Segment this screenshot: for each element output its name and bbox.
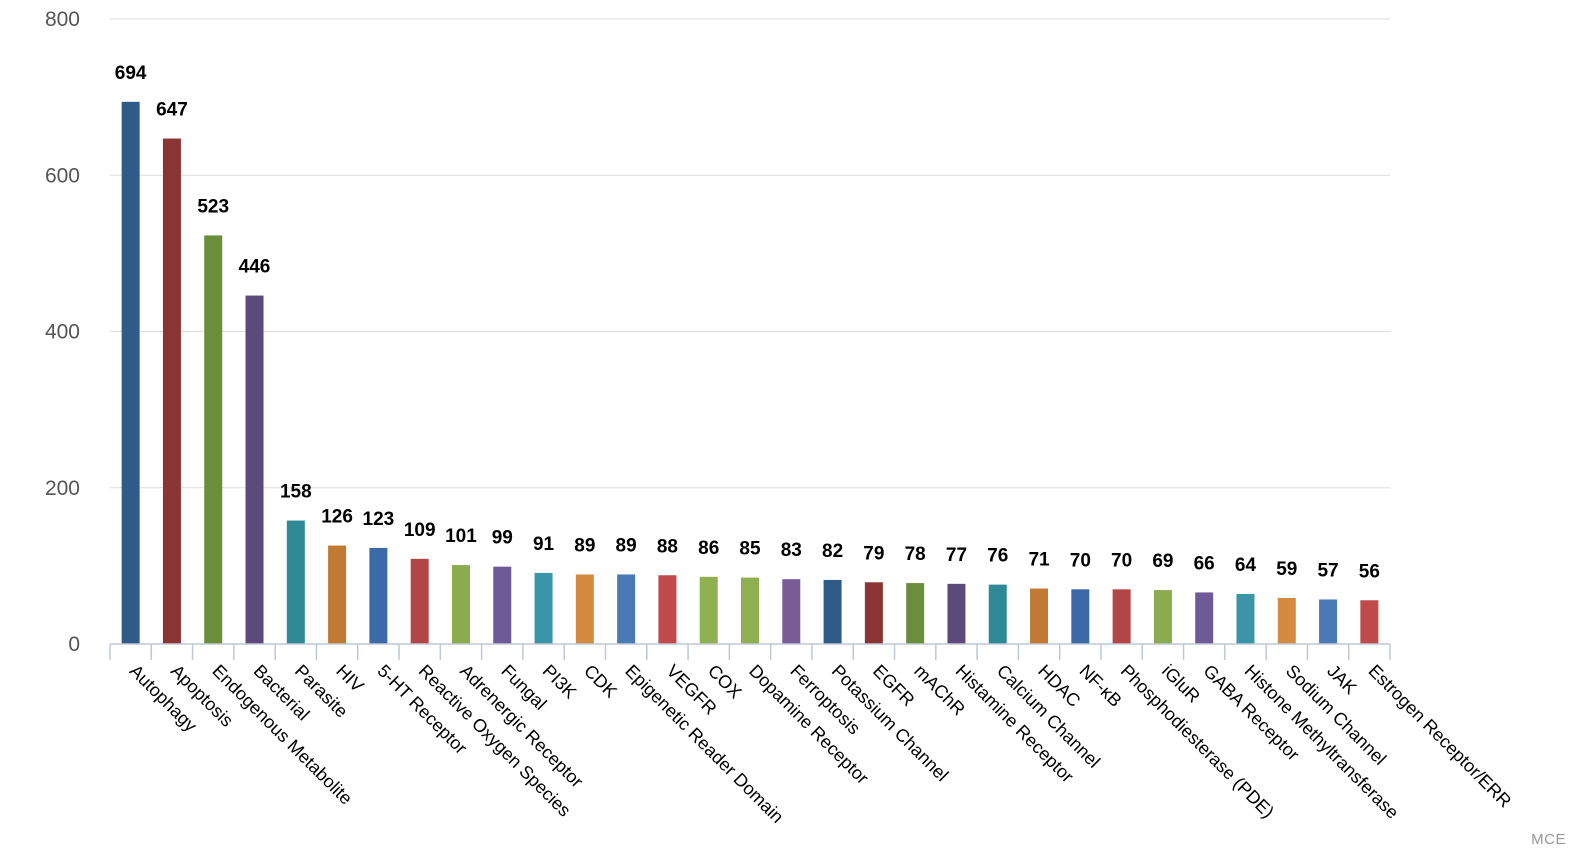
bar <box>162 138 181 644</box>
data-label: 77 <box>946 545 967 566</box>
bar <box>617 574 636 644</box>
data-label: 89 <box>574 535 595 556</box>
x-tick-label: NF-κB <box>1075 661 1125 711</box>
data-label: 70 <box>1111 550 1132 571</box>
data-label: 88 <box>657 536 678 557</box>
bar <box>658 575 677 644</box>
data-label: 59 <box>1276 559 1297 580</box>
data-label: 126 <box>321 507 353 528</box>
data-label: 85 <box>739 539 761 560</box>
y-tick-labels: 0 200 400 600 800 <box>45 8 80 656</box>
bar <box>534 572 553 644</box>
bar <box>782 579 801 644</box>
data-label: 79 <box>863 543 884 564</box>
data-label: 69 <box>1152 551 1173 572</box>
data-label: 523 <box>197 196 229 217</box>
bar <box>823 579 842 644</box>
y-tick-label: 600 <box>45 164 80 187</box>
bar <box>1236 594 1255 644</box>
bar <box>1030 588 1049 644</box>
data-label: 91 <box>533 534 555 555</box>
bar <box>1071 589 1090 644</box>
data-label: 82 <box>822 541 843 562</box>
bar <box>741 577 759 644</box>
bar <box>1153 590 1172 644</box>
y-tick-label: 0 <box>68 633 80 656</box>
bar <box>864 582 883 644</box>
bar <box>493 566 512 644</box>
data-label: 123 <box>363 509 395 530</box>
data-label: 83 <box>781 540 802 561</box>
data-label: 101 <box>445 526 477 547</box>
data-labels: 694 647 523 446 158 126 123 109 101 99 91 89 89 88 86 8… <box>115 63 1380 582</box>
bar <box>1112 589 1131 644</box>
bar <box>121 101 140 644</box>
x-tick-label: Estrogen Receptor/ERR <box>1365 661 1516 812</box>
bar <box>947 583 966 644</box>
data-label: 71 <box>1028 550 1050 571</box>
grid-lines <box>110 18 1390 489</box>
bar <box>328 545 347 644</box>
data-label: 57 <box>1317 560 1338 581</box>
bar <box>245 295 264 644</box>
data-label: 66 <box>1194 553 1215 574</box>
bar <box>451 565 470 644</box>
bar <box>988 584 1007 644</box>
data-label: 56 <box>1359 561 1380 582</box>
bar <box>1319 599 1338 644</box>
x-tick-label: HIV <box>332 661 367 696</box>
bar <box>369 547 388 644</box>
bar <box>204 235 223 644</box>
y-tick-label: 800 <box>45 8 80 31</box>
data-label: 86 <box>698 538 719 559</box>
data-label: 694 <box>115 63 147 84</box>
bar <box>286 520 305 644</box>
data-label: 99 <box>492 528 513 549</box>
y-tick-label: 200 <box>45 477 80 500</box>
data-label: 76 <box>987 546 1008 567</box>
bar <box>1195 592 1214 644</box>
data-label: 158 <box>280 482 312 503</box>
bar <box>906 583 925 644</box>
data-label: 78 <box>905 544 926 565</box>
bar <box>1277 597 1296 644</box>
data-label: 70 <box>1070 550 1091 571</box>
data-label: 109 <box>404 520 436 541</box>
bar <box>575 574 594 644</box>
y-tick-label: 400 <box>45 321 80 344</box>
x-tick-label: CDK <box>580 661 621 702</box>
data-label: 64 <box>1235 555 1257 576</box>
bar <box>410 558 429 644</box>
bars <box>121 101 1379 644</box>
data-label: 446 <box>239 257 271 278</box>
credit-text: MCE <box>1531 831 1566 848</box>
data-label: 89 <box>616 535 637 556</box>
x-axis <box>109 643 1391 660</box>
data-label: 647 <box>156 100 188 121</box>
bar <box>699 576 718 644</box>
bar <box>1360 600 1379 644</box>
